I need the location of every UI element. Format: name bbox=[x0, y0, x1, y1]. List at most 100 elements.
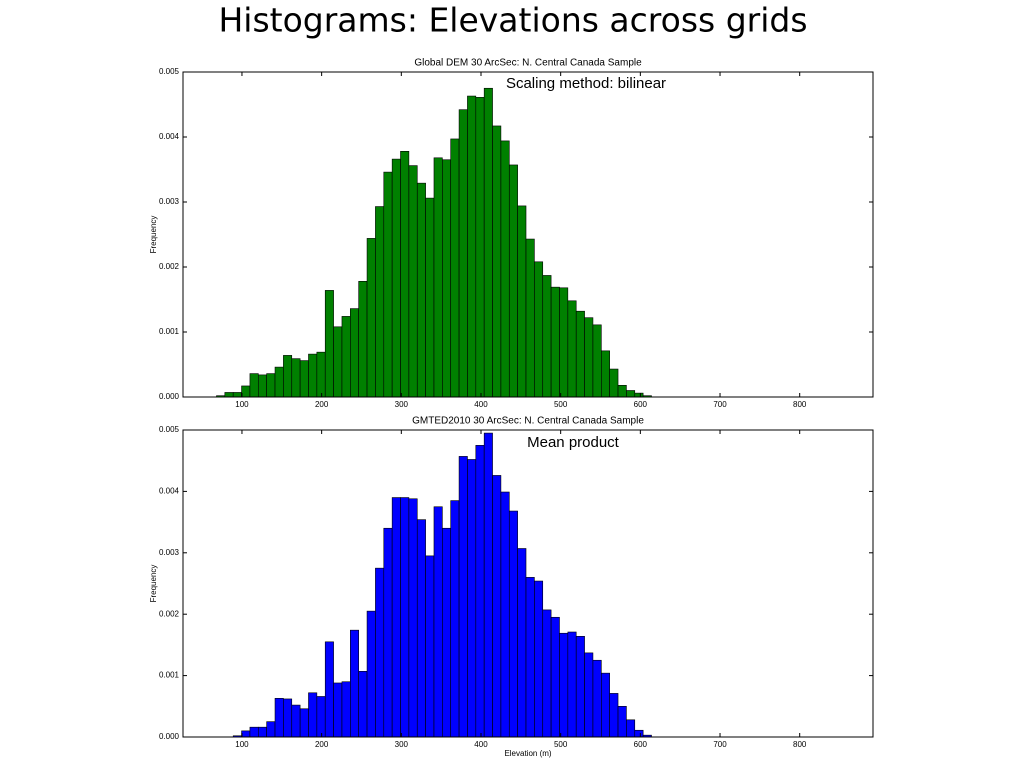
x-tick-label: 500 bbox=[554, 400, 568, 409]
y-axis-label: Frequency bbox=[149, 216, 158, 254]
bar bbox=[601, 672, 610, 738]
bar bbox=[500, 491, 510, 738]
x-tick-label: 600 bbox=[634, 400, 648, 409]
bar bbox=[333, 326, 343, 398]
bar bbox=[341, 681, 351, 738]
bar bbox=[609, 368, 619, 398]
x-tick-label: 500 bbox=[554, 740, 568, 749]
bar bbox=[617, 705, 627, 738]
bar bbox=[626, 719, 636, 738]
bar bbox=[450, 500, 460, 738]
y-tick-label: 0.005 bbox=[159, 425, 180, 434]
bar bbox=[257, 726, 267, 738]
x-tick-label: 200 bbox=[315, 400, 329, 409]
bar bbox=[341, 316, 351, 398]
bar bbox=[241, 385, 251, 398]
bar bbox=[433, 157, 443, 398]
bar bbox=[609, 693, 619, 738]
bar bbox=[442, 527, 452, 738]
bar bbox=[542, 275, 552, 398]
bar bbox=[500, 140, 510, 398]
bar bbox=[534, 261, 544, 398]
bar bbox=[416, 519, 426, 738]
slide-title: Histograms: Elevations across grids bbox=[218, 1, 807, 40]
bar bbox=[425, 197, 435, 398]
bar bbox=[375, 206, 385, 398]
x-axis-label: Elevation (m) bbox=[504, 749, 551, 758]
bar bbox=[266, 721, 276, 738]
bar bbox=[575, 636, 585, 738]
bar bbox=[492, 125, 502, 398]
bar bbox=[400, 497, 410, 738]
y-tick-label: 0.001 bbox=[159, 671, 180, 680]
bar bbox=[249, 726, 259, 738]
bar bbox=[584, 317, 594, 398]
bar bbox=[308, 692, 318, 738]
bar bbox=[383, 527, 393, 738]
plot-frame bbox=[182, 429, 874, 738]
bar bbox=[350, 308, 359, 398]
plot-frame bbox=[182, 71, 874, 398]
y-tick-label: 0.003 bbox=[159, 548, 180, 557]
bar bbox=[634, 729, 644, 738]
bar bbox=[241, 730, 251, 738]
bar bbox=[584, 652, 594, 738]
y-tick-label: 0.001 bbox=[159, 327, 180, 336]
bar bbox=[508, 510, 518, 738]
bar bbox=[375, 567, 385, 738]
bar bbox=[358, 671, 368, 738]
x-tick-label: 400 bbox=[474, 740, 488, 749]
bar bbox=[559, 287, 569, 398]
bar bbox=[383, 171, 393, 398]
bar bbox=[534, 580, 544, 738]
bar bbox=[442, 159, 452, 398]
bar bbox=[274, 366, 284, 398]
bar bbox=[483, 87, 493, 398]
bar bbox=[483, 432, 493, 738]
y-tick-label: 0.003 bbox=[159, 197, 180, 206]
bar bbox=[433, 506, 443, 738]
bar bbox=[299, 360, 309, 398]
bar bbox=[257, 374, 267, 398]
bar bbox=[425, 555, 435, 738]
bar bbox=[550, 286, 560, 398]
bar bbox=[525, 577, 535, 738]
x-tick-label: 700 bbox=[713, 740, 727, 749]
bar bbox=[249, 373, 259, 398]
bar bbox=[458, 456, 468, 738]
x-tick-label: 300 bbox=[395, 740, 409, 749]
y-tick-label: 0.002 bbox=[159, 609, 180, 618]
x-tick-label: 300 bbox=[395, 400, 409, 409]
bar bbox=[316, 696, 326, 738]
bar bbox=[232, 392, 242, 398]
bar bbox=[408, 498, 418, 738]
bar bbox=[626, 390, 636, 398]
bar bbox=[350, 629, 359, 738]
bar bbox=[575, 310, 585, 398]
annotation: Scaling method: bilinear bbox=[506, 75, 666, 92]
bar bbox=[467, 95, 477, 398]
y-tick-label: 0.005 bbox=[159, 67, 180, 76]
bar bbox=[508, 164, 518, 398]
bar bbox=[592, 659, 602, 738]
x-tick-label: 600 bbox=[634, 740, 648, 749]
x-tick-label: 400 bbox=[474, 400, 488, 409]
x-tick-label: 100 bbox=[235, 740, 249, 749]
y-axis-label: Frequency bbox=[149, 565, 158, 603]
bar bbox=[366, 610, 376, 738]
bar bbox=[391, 158, 401, 398]
y-tick-label: 0.000 bbox=[159, 392, 180, 401]
bar bbox=[324, 641, 334, 738]
bar bbox=[559, 632, 569, 738]
bar bbox=[517, 205, 527, 398]
x-tick-label: 700 bbox=[713, 400, 727, 409]
bar bbox=[408, 165, 418, 398]
bar bbox=[467, 459, 477, 738]
bar bbox=[475, 97, 485, 398]
x-tick-label: 800 bbox=[793, 740, 807, 749]
bar bbox=[333, 682, 343, 738]
bar bbox=[224, 392, 234, 398]
bar bbox=[634, 392, 644, 398]
y-tick-label: 0.004 bbox=[159, 132, 180, 141]
